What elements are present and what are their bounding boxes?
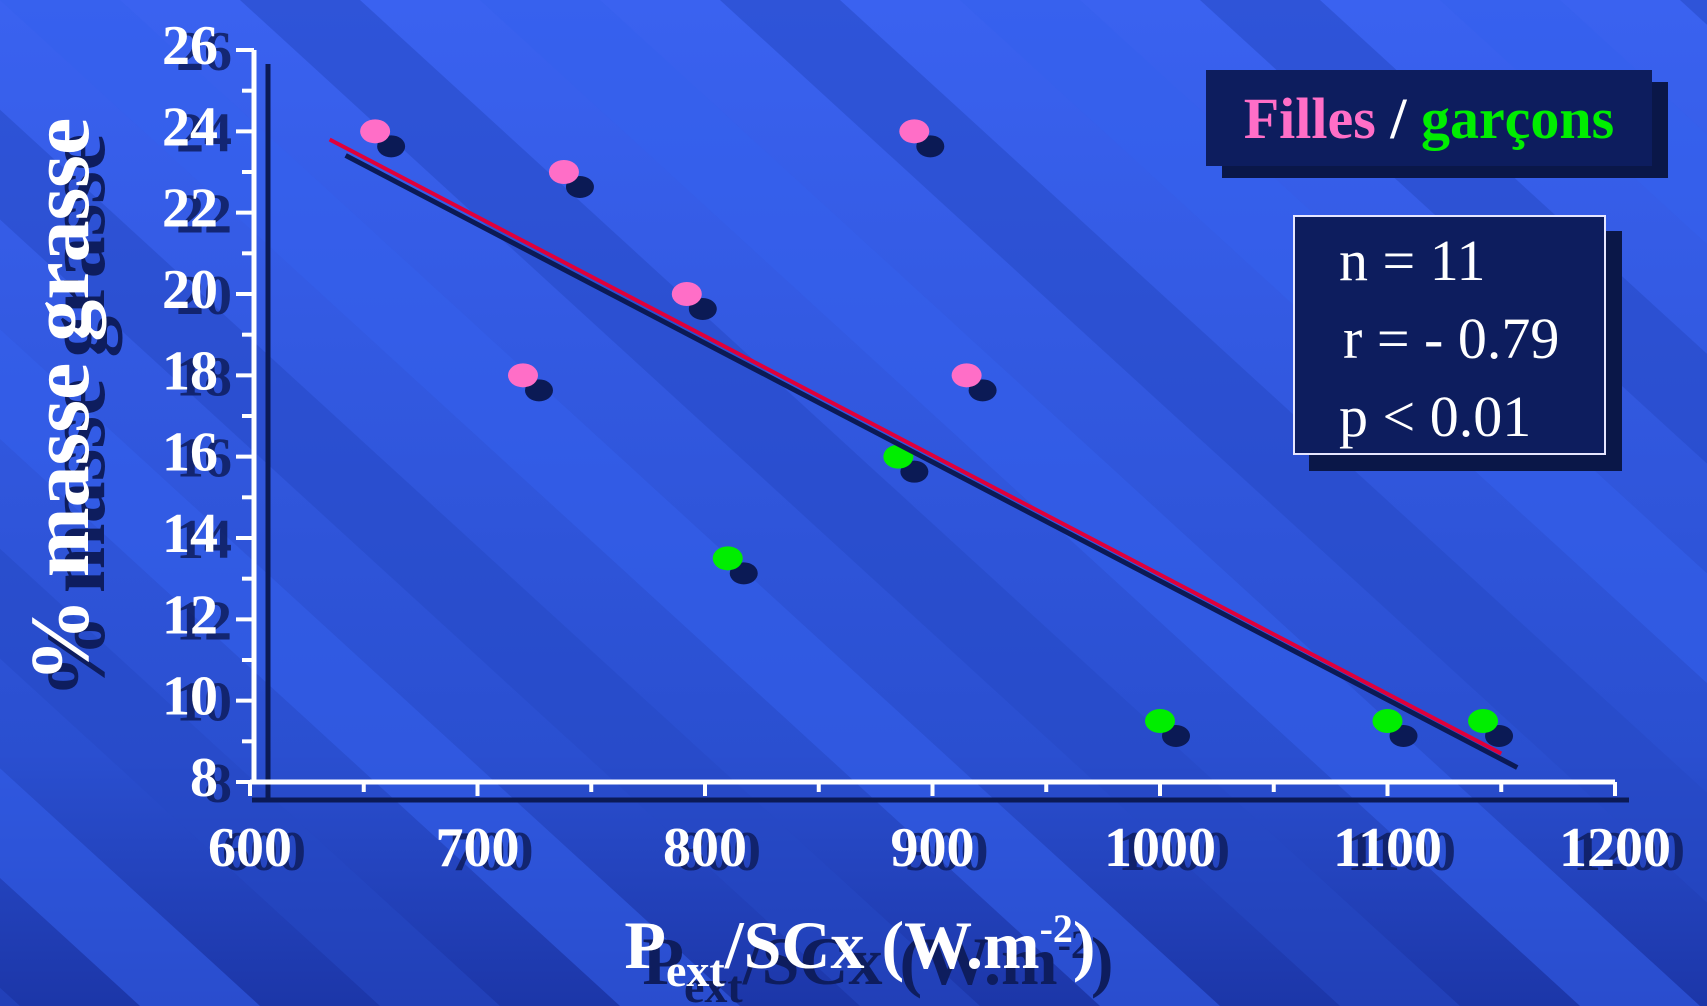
regression-line-group: [328, 137, 1519, 770]
y-axis-label: % masse grasse: [14, 118, 107, 683]
legend-garcons: garçons: [1420, 85, 1615, 151]
x-tick-label-shadow: 600: [222, 821, 306, 883]
point-Filles: [508, 363, 538, 388]
y-tick-label-shadow: 24: [176, 102, 232, 164]
y-tick-label: 26: [162, 15, 218, 77]
x-axis-label: Pext/SCx (W.m-2): [624, 906, 1095, 996]
background-stripe: [0, 548, 500, 1006]
x-tick-label-shadow: 1200: [1573, 821, 1685, 883]
y-tick-label: 20: [162, 259, 218, 321]
y-tick-label-shadow: 12: [176, 590, 232, 652]
axis-labels: % masse grasse% masse grasse Pext/SCx (W.…: [14, 118, 1114, 1006]
background-stripe: [0, 329, 740, 1006]
y-tick-label-shadow: 18: [176, 346, 232, 408]
y-tick-label: 16: [162, 422, 218, 484]
y-tick-label-shadow: 26: [176, 21, 232, 83]
stat-r: r = - 0.79: [1343, 306, 1560, 371]
y-axis-label-shadow: % masse grasse: [30, 134, 123, 699]
x-tick-label: 1100: [1333, 817, 1442, 879]
y-tick-label-shadow: 20: [176, 265, 232, 327]
x-tick-label: 1200: [1559, 817, 1671, 879]
legend-filles: Filles: [1243, 85, 1376, 151]
x-tick-label-shadow: 700: [450, 821, 534, 883]
point-garçons: [1372, 709, 1403, 733]
background-stripe: [0, 987, 20, 1006]
point-garçons: [1468, 709, 1499, 733]
point-garçons: [712, 546, 743, 571]
axes: [236, 48, 1629, 803]
point-garçons: [1145, 709, 1175, 733]
background-stripe: [720, 0, 1707, 903]
x-tick-label: 1000: [1104, 817, 1216, 879]
background-stripe: [0, 0, 1220, 1006]
regression-line: [328, 137, 1503, 756]
background-stripe: [1680, 0, 1707, 25]
y-tick-label: 18: [162, 340, 218, 402]
background-stripe: [960, 0, 1707, 684]
legend-separator: /: [1375, 85, 1421, 151]
x-tick-label: 900: [891, 817, 975, 879]
y-tick-label-shadow: 10: [176, 672, 232, 734]
y-tick-label: 14: [162, 503, 218, 565]
x-tick-label: 800: [663, 817, 747, 879]
stat-p: p < 0.01: [1339, 384, 1532, 449]
y-tick-label: 8: [190, 747, 218, 809]
point-Filles: [671, 282, 702, 306]
y-tick-label-shadow: 14: [176, 509, 232, 571]
data-points: [360, 119, 1514, 747]
point-Filles: [951, 363, 982, 388]
x-tick-label: 700: [436, 817, 520, 879]
y-tick-label: 22: [162, 178, 218, 240]
point-Filles: [360, 119, 391, 144]
x-tick-label-shadow: 800: [677, 821, 761, 883]
point-Filles: [548, 160, 579, 184]
x-axis-label-shadow: Pext/SCx (W.m-2): [642, 922, 1113, 1006]
stats-box: n = 11 r = - 0.79 p < 0.01: [1293, 215, 1606, 455]
background-stripe: [0, 768, 260, 1006]
legend: Filles / garçons: [1206, 70, 1652, 166]
x-tick-label: 600: [208, 817, 292, 879]
point-Filles: [899, 119, 930, 144]
x-tick-label-shadow: 1100: [1347, 821, 1456, 883]
y-tick-label: 12: [162, 584, 218, 646]
y-tick-label-shadow: 8: [204, 753, 232, 815]
regression-line-shadow: [344, 153, 1519, 770]
x-tick-label-shadow: 900: [905, 821, 989, 883]
background-stripe: [480, 0, 1700, 1006]
y-tick-label: 24: [162, 96, 218, 158]
y-tick-label-shadow: 16: [176, 428, 232, 490]
stat-n: n = 11: [1339, 228, 1486, 293]
y-tick-label-shadow: 22: [176, 184, 232, 246]
y-tick-label: 10: [162, 666, 218, 728]
x-tick-label-shadow: 1000: [1118, 821, 1230, 883]
